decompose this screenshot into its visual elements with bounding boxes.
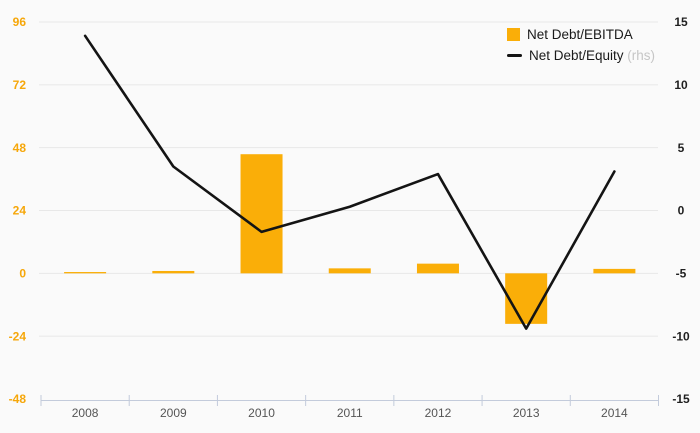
bar-2008 <box>64 272 107 274</box>
bar-2013 <box>505 273 548 324</box>
left-axis-tick-label: 24 <box>13 204 27 218</box>
left-axis-tick-label: 96 <box>13 15 27 29</box>
x-axis-label-2014: 2014 <box>601 406 628 420</box>
right-axis-tick-label: 15 <box>674 15 688 29</box>
legend-label-net-debt-ebitda: Net Debt/EBITDA <box>527 26 633 42</box>
x-axis-label-2010: 2010 <box>248 406 275 420</box>
right-axis-tick-label: 0 <box>678 204 685 218</box>
x-axis-label-2012: 2012 <box>425 406 452 420</box>
legend: Net Debt/EBITDA Net Debt/Equity (rhs) <box>507 26 655 63</box>
legend-item-net-debt-equity[interactable]: Net Debt/Equity (rhs) <box>507 47 655 63</box>
legend-label-net-debt-equity: Net Debt/Equity (rhs) <box>529 47 656 63</box>
legend-rhs-suffix: (rhs) <box>623 47 656 63</box>
x-axis-label-2008: 2008 <box>72 406 99 420</box>
right-axis-tick-label: 5 <box>678 141 685 155</box>
bar-2012 <box>416 263 459 274</box>
right-axis-tick-label: 10 <box>674 78 688 92</box>
right-axis-tick-label: -15 <box>672 392 690 406</box>
left-axis-tick-label: 72 <box>13 78 27 92</box>
bar-series-swatch-icon <box>507 27 520 41</box>
legend-item-net-debt-ebitda[interactable]: Net Debt/EBITDA <box>507 26 655 42</box>
left-axis-tick-label: -24 <box>9 329 27 343</box>
right-axis-tick-label: -10 <box>672 329 690 343</box>
x-axis-label-2011: 2011 <box>337 406 363 420</box>
bar-2014 <box>593 268 636 274</box>
line-series-swatch-icon <box>507 53 522 57</box>
right-axis-tick-label: -5 <box>676 267 687 281</box>
bar-2011 <box>328 268 371 274</box>
net-debt-equity-line <box>83 34 616 330</box>
left-axis-tick-label: -48 <box>9 392 27 406</box>
left-axis-tick-label: 0 <box>19 267 26 281</box>
x-axis-label-2013: 2013 <box>513 406 540 420</box>
bar-2010 <box>240 154 283 274</box>
x-axis-label-2009: 2009 <box>160 406 187 420</box>
left-axis-tick-label: 48 <box>13 141 27 155</box>
bar-2009 <box>152 270 195 274</box>
